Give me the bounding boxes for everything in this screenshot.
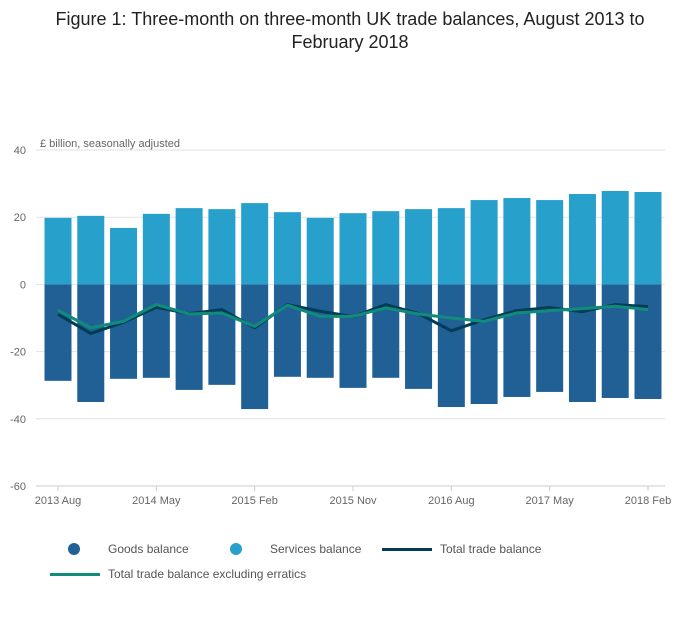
x-tick-label: 2014 May (132, 495, 181, 507)
y-axis-label: £ billion, seasonally adjusted (40, 138, 180, 150)
legend-services: Services balance (230, 542, 361, 556)
legend-label: Total trade balance (440, 542, 542, 556)
x-tick-label: 2018 Feb (625, 495, 671, 507)
goods-balance-bar (372, 284, 400, 378)
chart-title: Figure 1: Three-month on three-month UK … (55, 9, 645, 52)
services-balance-bar (372, 211, 400, 285)
excl-erratics-legend-line (50, 572, 100, 576)
legend-label: Services balance (270, 542, 362, 556)
goods-balance-bar (44, 284, 72, 381)
goods-balance-bar (470, 284, 498, 405)
y-tick-label: 40 (14, 145, 26, 157)
services-balance-bar (536, 200, 564, 285)
goods-balance-bar (241, 284, 269, 410)
services-balance-bar (568, 194, 596, 285)
y-tick-label: -60 (10, 481, 26, 493)
goods-balance-bar (273, 284, 301, 377)
x-tick-label: 2017 May (526, 495, 575, 507)
goods-balance-bar (568, 284, 596, 402)
goods-balance-bar (601, 284, 629, 398)
services-balance-bar (208, 209, 236, 285)
services-balance-bar (437, 208, 465, 285)
services-balance-bar (77, 215, 105, 285)
goods-balance-bar (175, 284, 203, 390)
services-balance-bar (110, 227, 138, 285)
legend-total: Total trade balance (382, 542, 541, 556)
services-legend-marker (230, 543, 242, 555)
y-tick-label: -20 (10, 347, 26, 359)
x-tick-label: 2016 Aug (428, 495, 475, 507)
services-balance-bar (339, 213, 367, 285)
legend-label: Goods balance (108, 542, 189, 556)
goods-balance-bar (503, 284, 531, 397)
services-balance-bar (601, 190, 629, 285)
total-legend-line (382, 547, 432, 551)
services-balance-bar (241, 203, 269, 285)
services-balance-bar (273, 212, 301, 285)
goods-balance-bar (405, 284, 433, 389)
goods-balance-bar (339, 284, 367, 388)
y-tick-label: 0 (20, 279, 26, 291)
goods-balance-bar (142, 284, 170, 378)
y-tick-label: 20 (14, 212, 26, 224)
goods-balance-bar (437, 284, 465, 408)
goods-balance-bar (306, 284, 334, 378)
services-balance-bar (405, 209, 433, 285)
goods-balance-bar (536, 284, 564, 392)
services-balance-bar (470, 200, 498, 285)
goods-legend-marker (68, 543, 80, 555)
services-balance-bar (503, 198, 531, 285)
goods-balance-bar (208, 284, 236, 385)
legend-goods: Goods balance (68, 542, 189, 556)
x-tick-label: 2015 Feb (231, 495, 277, 507)
total-trade-balance-excluding-erratics-line (57, 303, 649, 330)
services-balance-bar (306, 217, 334, 285)
services-balance-bar (175, 208, 203, 285)
services-balance-bar (44, 217, 72, 285)
goods-balance-bar (634, 284, 662, 399)
y-tick-label: -40 (10, 414, 26, 426)
legend-label: Total trade balance excluding erratics (108, 567, 307, 581)
goods-balance-bar (110, 284, 138, 379)
legend-excl-erratics: Total trade balance excluding erratics (50, 567, 306, 581)
services-balance-bar (142, 213, 170, 285)
services-balance-bar (634, 192, 662, 285)
x-tick-label: 2013 Aug (35, 495, 82, 507)
x-tick-label: 2015 Nov (329, 495, 377, 507)
goods-balance-bar (77, 284, 105, 402)
